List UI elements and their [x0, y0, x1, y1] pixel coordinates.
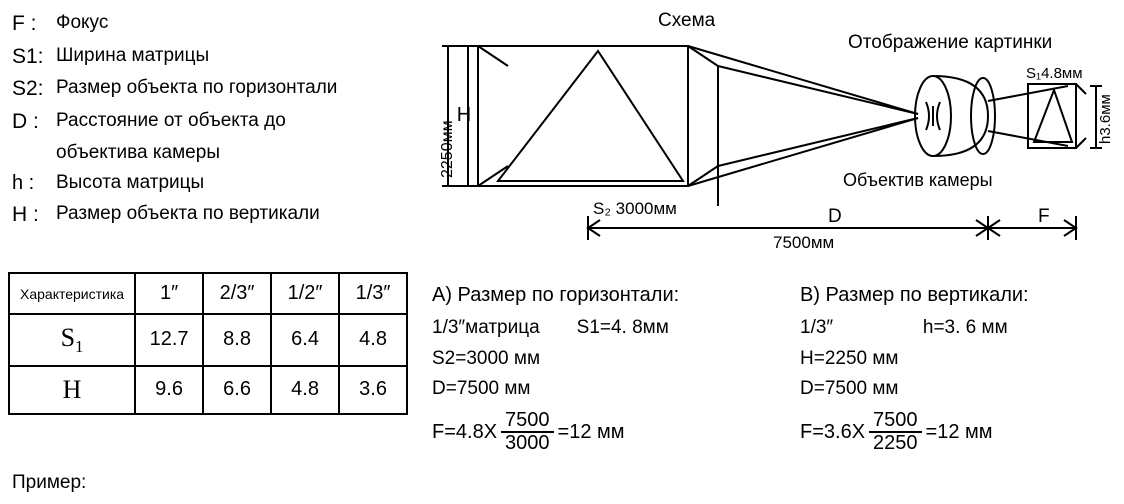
legend-symbol: F : [12, 8, 56, 41]
legend-symbol: h : [12, 168, 56, 199]
table-cell: 8.8 [203, 314, 271, 366]
table-col: 1/3″ [339, 273, 407, 314]
legend-desc: Фокус [56, 8, 108, 41]
calc-b-formula: F=3.6X 7500 2250 =12 мм [800, 410, 1110, 454]
legend-row: S2: Размер объекта по горизонтали [12, 73, 337, 106]
h-symbol: H [457, 104, 471, 126]
h-value: 2250мм [439, 120, 456, 178]
legend: F : Фокус S1: Ширина матрицы S2: Размер … [12, 8, 337, 231]
d-value: 7500мм [773, 233, 834, 252]
legend-symbol: S1: [12, 41, 56, 74]
legend-desc: Расстояние от объекта до [56, 106, 286, 139]
legend-row: H : Размер объекта по вертикали [12, 199, 337, 232]
table-cell: 6.6 [203, 366, 271, 414]
f-symbol: F [1038, 206, 1050, 227]
legend-row: S1: Ширина матрицы [12, 41, 337, 74]
legend-symbol: H : [12, 199, 56, 232]
s2-value: S₂ 3000мм [593, 199, 677, 218]
table-col: 2/3″ [203, 273, 271, 314]
legend-row: h : Высота матрицы [12, 168, 337, 199]
legend-row: F : Фокус [12, 8, 337, 41]
legend-desc: Размер объекта по горизонтали [56, 73, 337, 106]
calc-a-title: A) Размер по горизонтали: [432, 280, 772, 310]
calc-a-formula: F=4.8X 7500 3000 =12 мм [432, 410, 772, 454]
imaging-label: Отображение картинки [848, 32, 1052, 53]
table-cell: 4.8 [339, 314, 407, 366]
diagram-title: Схема [658, 10, 716, 31]
legend-desc: Ширина матрицы [56, 41, 209, 74]
table-rowlabel: S1 [9, 314, 135, 366]
s1-value: S₁4.8мм [1026, 65, 1083, 82]
calc-line: D=7500 мм [432, 375, 772, 404]
table-cell: 4.8 [271, 366, 339, 414]
table-cell: 12.7 [135, 314, 203, 366]
calculation-a: A) Размер по горизонтали: 1/3″матрица S1… [432, 280, 772, 454]
legend-desc: Размер объекта по вертикали [56, 199, 320, 232]
example-label: Пример: [12, 472, 86, 494]
sensor-spec-table: Характеристика 1″ 2/3″ 1/2″ 1/3″ S1 12.7… [8, 272, 408, 415]
table-rowlabel: H [9, 366, 135, 414]
lens-label: Объектив камеры [843, 170, 993, 190]
legend-row: объектива камеры [56, 138, 337, 167]
table-header-label: Характеристика [9, 273, 135, 314]
calculation-b: B) Размер по вертикали: 1/3″ h=3. 6 мм H… [800, 280, 1110, 454]
legend-desc: объектива камеры [56, 138, 220, 167]
legend-desc: Высота матрицы [56, 168, 204, 199]
legend-symbol: D : [12, 106, 56, 139]
calc-line: D=7500 мм [800, 375, 1110, 404]
calc-line: H=2250 мм [800, 345, 1110, 374]
calc-b-title: B) Размер по вертикали: [800, 280, 1110, 310]
table-col: 1/2″ [271, 273, 339, 314]
legend-row: D : Расстояние от объекта до [12, 106, 337, 139]
h-sensor-value: h3.6мм [1097, 94, 1114, 144]
table-cell: 6.4 [271, 314, 339, 366]
calc-line: 1/3″матрица S1=4. 8мм [432, 314, 772, 343]
calc-line: 1/3″ h=3. 6 мм [800, 314, 1110, 343]
table-col: 1″ [135, 273, 203, 314]
legend-symbol: S2: [12, 73, 56, 106]
d-symbol: D [828, 206, 842, 227]
calc-line: S2=3000 мм [432, 345, 772, 374]
table-cell: 3.6 [339, 366, 407, 414]
table-cell: 9.6 [135, 366, 203, 414]
optics-diagram: Схема Отображение картинки H 2250мм [428, 6, 1118, 256]
